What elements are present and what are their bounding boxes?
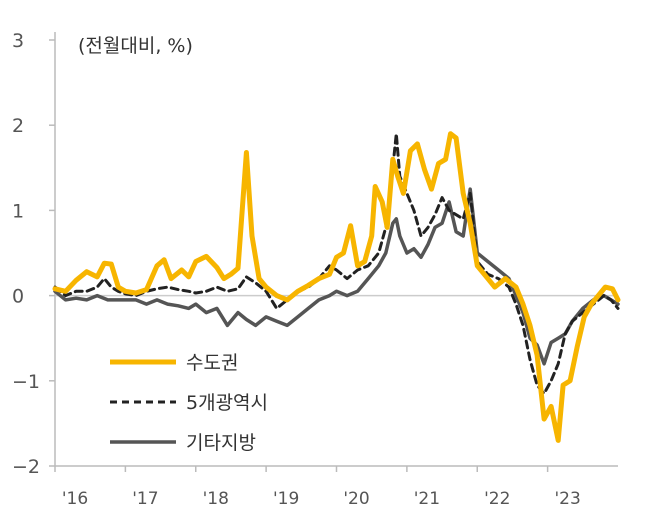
x-tick-label: '22 xyxy=(484,489,510,509)
y-tick-label: 0 xyxy=(12,286,24,308)
unit-label: (전월대비, %) xyxy=(78,35,193,57)
x-tick-label: '17 xyxy=(132,489,158,509)
series-layer xyxy=(52,131,621,443)
y-tick-label: 2 xyxy=(12,115,24,137)
x-tick-label: '20 xyxy=(343,489,369,509)
x-tick-label: '19 xyxy=(273,489,299,509)
x-tick-label: '23 xyxy=(554,489,580,509)
legend-label-2: 5개광역시 xyxy=(186,392,268,414)
series-line-2 xyxy=(53,132,620,396)
legend-label-1: 수도권 xyxy=(186,352,238,374)
x-ticks: '16 '17 '18 '19 '20 '21 '22 '23 xyxy=(54,466,581,509)
y-ticks: 3 2 1 0 −1 −2 xyxy=(12,30,55,478)
y-tick-label: −1 xyxy=(12,371,40,393)
y-tick-label: 3 xyxy=(12,30,24,52)
x-tick-label: '16 xyxy=(62,489,88,509)
x-tick-label: '18 xyxy=(203,489,229,509)
x-tick-label: '21 xyxy=(414,489,440,509)
series-line-1 xyxy=(52,131,621,443)
y-tick-label: −2 xyxy=(12,456,40,478)
y-tick-label: 1 xyxy=(12,200,24,222)
legend-label-3: 기타지방 xyxy=(186,432,256,454)
